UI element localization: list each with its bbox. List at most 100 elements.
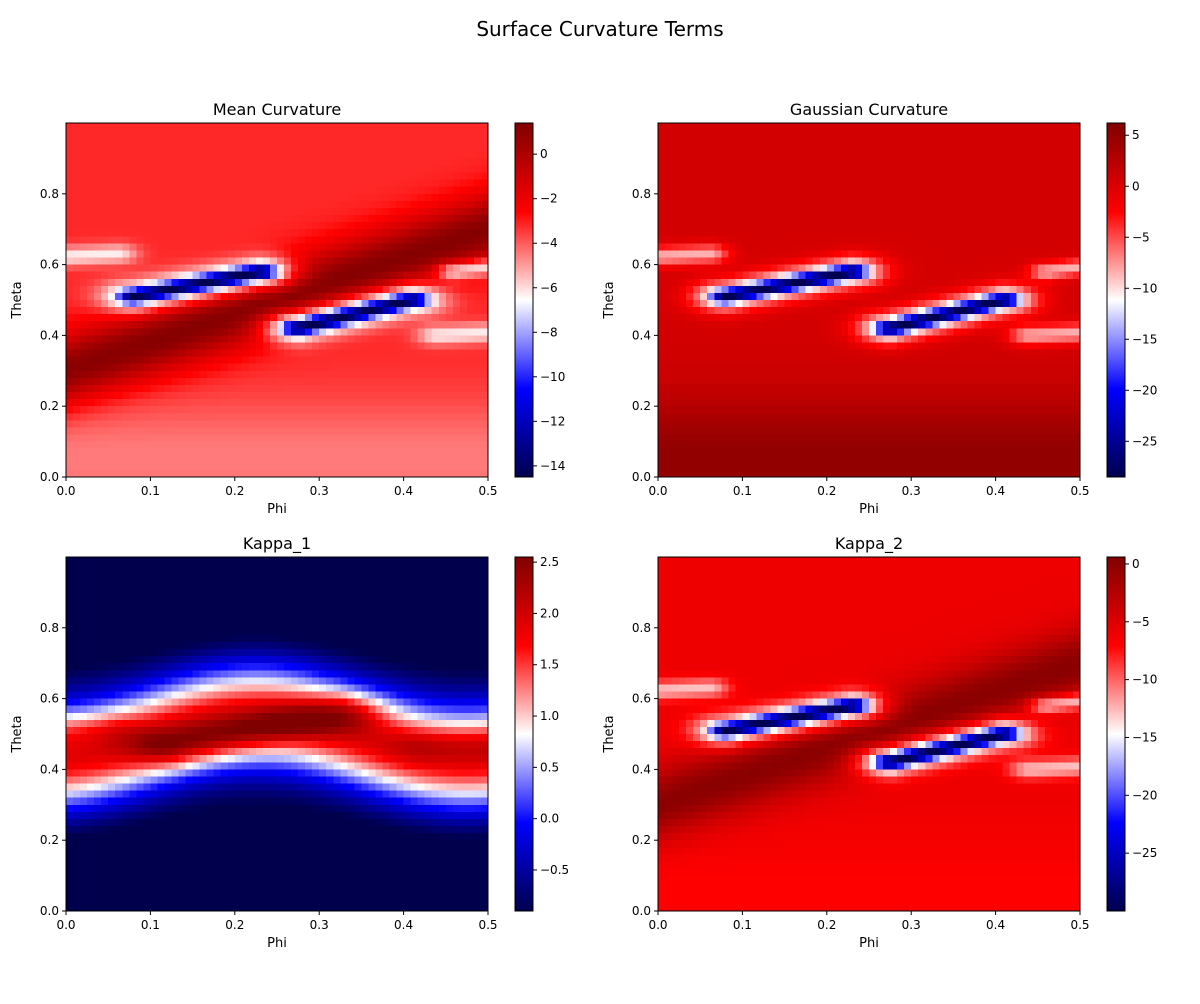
y-tick-label: 0.0	[632, 470, 651, 484]
axes-title: Kappa_1	[243, 534, 311, 554]
colorbar-tick-label: 1.0	[540, 709, 559, 723]
x-tick-label: 0.2	[225, 918, 244, 932]
colorbar-tick-label: 1.5	[540, 658, 559, 672]
x-tick-label: 0.5	[1070, 918, 1089, 932]
colorbar	[1106, 556, 1126, 912]
x-axis-label: Phi	[267, 936, 287, 951]
y-axis-label: Theta	[602, 281, 617, 319]
x-tick-label: 0.4	[394, 484, 413, 498]
y-tick-label: 0.8	[632, 187, 651, 201]
y-tick-label: 0.0	[40, 470, 59, 484]
x-tick-label: 0.3	[902, 918, 921, 932]
colorbar-tick-label: −10	[540, 370, 565, 384]
colorbar-tick-label: −15	[1132, 332, 1157, 346]
colorbar-tick-label: 2.5	[540, 555, 559, 569]
colorbar-tick-label: −8	[540, 325, 558, 339]
colorbar-tick-label: 0	[1132, 557, 1140, 571]
chart-panel-2: Gaussian Curvature 0.0 0.1 0.2 0.3 0.4 0.5 0.0 0…	[602, 100, 1157, 517]
x-tick-label: 0.1	[733, 918, 752, 932]
y-tick-label: 0.4	[40, 762, 59, 776]
x-tick-label: 0.1	[733, 484, 752, 498]
colorbar-tick-label: −25	[1132, 846, 1157, 860]
y-tick-label: 0.2	[632, 399, 651, 413]
y-axis-label: Theta	[10, 715, 25, 753]
axes-frame	[65, 556, 489, 912]
y-tick-label: 0.4	[632, 328, 651, 342]
y-tick-label: 0.6	[632, 258, 651, 272]
colorbar-tick-label: −2	[540, 192, 558, 206]
y-tick-label: 0.8	[40, 187, 59, 201]
y-tick-label: 0.8	[40, 621, 59, 635]
x-tick-label: 0.5	[478, 484, 497, 498]
colorbar-tick-label: −5	[1132, 230, 1150, 244]
y-axis-label: Theta	[10, 281, 25, 319]
colorbar-tick-label: 0.0	[540, 812, 559, 826]
heatmap-image	[66, 123, 488, 477]
x-tick-label: 0.2	[817, 918, 836, 932]
axes-frame	[65, 122, 489, 478]
chart-panel-4: Kappa_2 0.0 0.1 0.2 0.3 0.4 0.5 0.0 0.2 0.4 0.6 0.8…	[602, 534, 1157, 951]
x-tick-label: 0.4	[986, 484, 1005, 498]
x-tick-label: 0.1	[141, 918, 160, 932]
colorbar-tick-label: −20	[1132, 788, 1157, 802]
axes-title: Kappa_2	[835, 534, 903, 554]
x-tick-label: 0.3	[902, 484, 921, 498]
axes-title: Gaussian Curvature	[790, 100, 948, 119]
heatmap-image	[658, 123, 1080, 477]
colorbar	[514, 122, 534, 478]
colorbar-tick-label: 0.5	[540, 760, 559, 774]
colorbar	[514, 556, 534, 912]
axes-frame	[657, 556, 1081, 912]
colorbar-tick-label: 0	[540, 147, 548, 161]
x-tick-label: 0.5	[478, 918, 497, 932]
heatmap-image	[658, 557, 1080, 911]
x-tick-label: 0.2	[225, 484, 244, 498]
x-tick-label: 0.4	[394, 918, 413, 932]
y-tick-label: 0.2	[40, 833, 59, 847]
colorbar-tick-label: −14	[540, 459, 565, 473]
axes-title: Mean Curvature	[213, 100, 341, 119]
x-tick-label: 0.3	[310, 484, 329, 498]
chart-panel-3: Kappa_1 0.0 0.1 0.2 0.3 0.4 0.5 0.0 0.2 0.4 0.6 0.8…	[10, 534, 569, 951]
y-tick-label: 0.6	[632, 692, 651, 706]
colorbar-tick-label: 2.0	[540, 606, 559, 620]
chart-panel-1: Mean Curvature 0.0 0.1 0.2 0.3 0.4 0.5 0.0 0.2 0.…	[10, 100, 565, 517]
figure-suptitle: Surface Curvature Terms	[476, 17, 723, 41]
y-tick-label: 0.0	[40, 904, 59, 918]
x-tick-label: 0.3	[310, 918, 329, 932]
colorbar-tick-label: 5	[1132, 128, 1140, 142]
colorbar	[1106, 122, 1126, 478]
colorbar-tick-label: −25	[1132, 434, 1157, 448]
x-tick-label: 0.0	[648, 484, 667, 498]
x-axis-label: Phi	[267, 502, 287, 517]
y-tick-label: 0.6	[40, 692, 59, 706]
y-tick-label: 0.4	[40, 328, 59, 342]
x-tick-label: 0.5	[1070, 484, 1089, 498]
colorbar-tick-label: −15	[1132, 730, 1157, 744]
colorbar-tick-label: −0.5	[540, 863, 569, 877]
x-tick-label: 0.4	[986, 918, 1005, 932]
y-axis-label: Theta	[602, 715, 617, 753]
colorbar-tick-label: 0	[1132, 179, 1140, 193]
x-axis-label: Phi	[859, 936, 879, 951]
colorbar-tick-label: −5	[1132, 615, 1150, 629]
colorbar-tick-label: −12	[540, 414, 565, 428]
y-tick-label: 0.2	[632, 833, 651, 847]
x-tick-label: 0.0	[56, 918, 75, 932]
axes-frame	[657, 122, 1081, 478]
y-tick-label: 0.4	[632, 762, 651, 776]
x-tick-label: 0.1	[141, 484, 160, 498]
y-tick-label: 0.6	[40, 258, 59, 272]
x-tick-label: 0.0	[56, 484, 75, 498]
colorbar-tick-label: −4	[540, 236, 558, 250]
colorbar-tick-label: −10	[1132, 281, 1157, 295]
x-tick-label: 0.2	[817, 484, 836, 498]
colorbar-tick-label: −6	[540, 281, 558, 295]
y-tick-label: 0.0	[632, 904, 651, 918]
heatmap-image	[66, 557, 488, 911]
x-axis-label: Phi	[859, 502, 879, 517]
colorbar-tick-label: −10	[1132, 673, 1157, 687]
colorbar-tick-label: −20	[1132, 383, 1157, 397]
y-tick-label: 0.8	[632, 621, 651, 635]
